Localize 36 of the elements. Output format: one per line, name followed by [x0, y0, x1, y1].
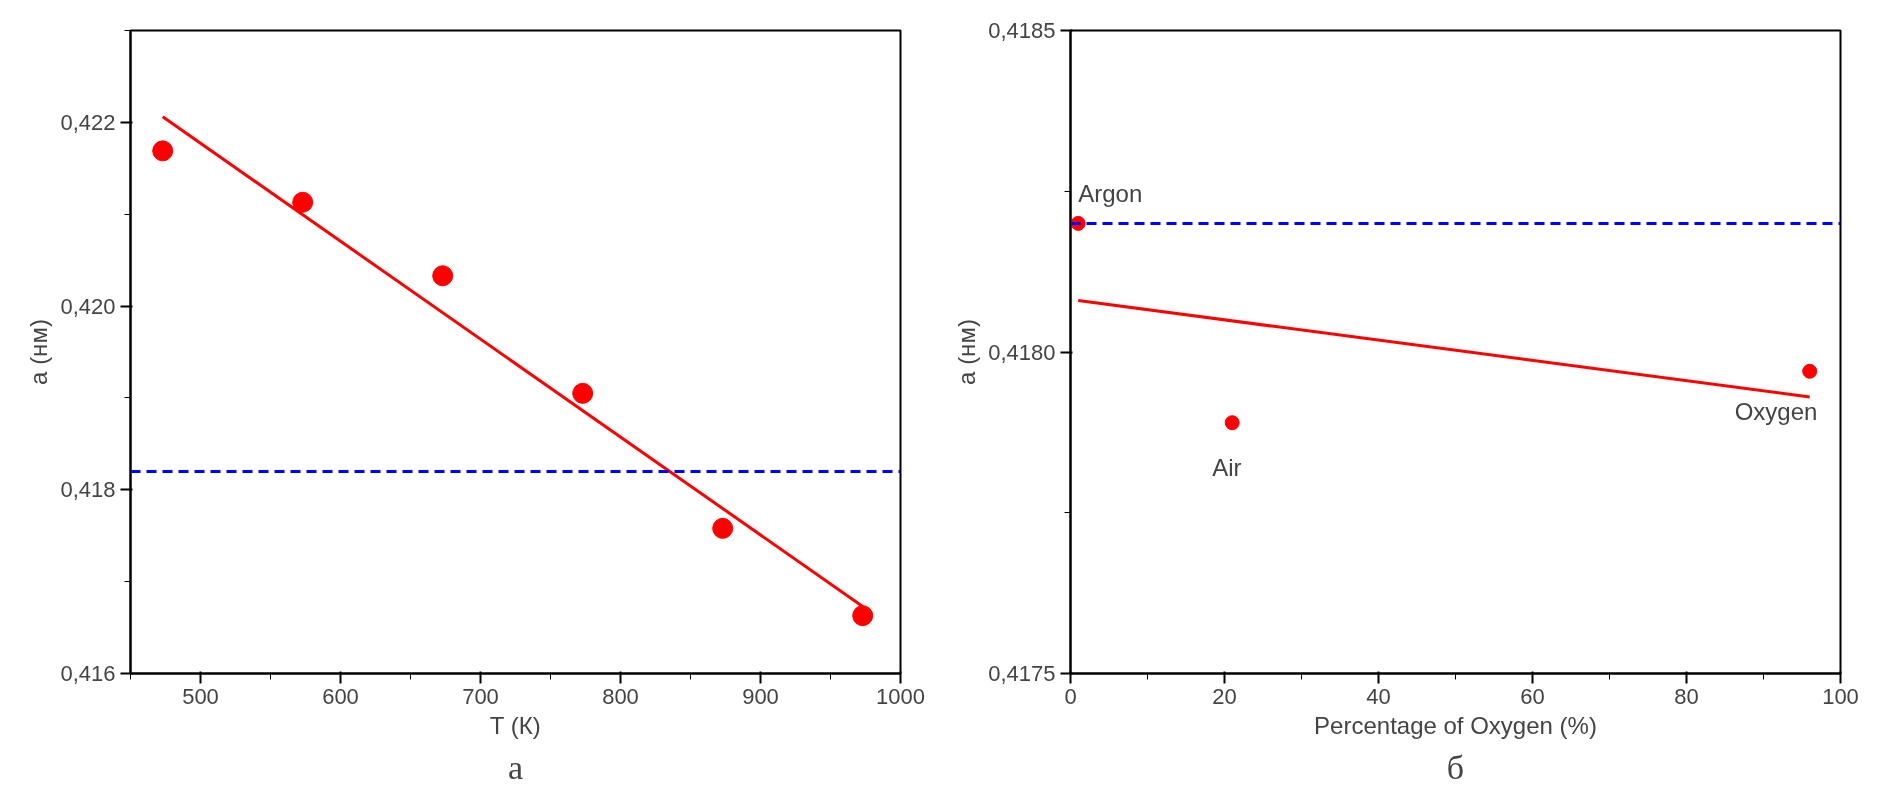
x-tick-label: 60 — [1520, 683, 1545, 709]
x-tick-label: 500 — [182, 683, 219, 709]
text: а — [507, 748, 524, 786]
point — [572, 382, 594, 404]
text: б — [1446, 748, 1465, 786]
y-tick-label: 0,416 — [60, 661, 116, 686]
point — [852, 605, 874, 627]
y-tick-label: 0,4180 — [988, 339, 1056, 365]
y-tick-label: 0,418 — [60, 477, 116, 503]
x-tick-label: 1000 — [876, 683, 925, 709]
y-axis-title: a (нм) — [953, 319, 981, 385]
x-tick-label: 700 — [462, 683, 499, 709]
point — [292, 191, 314, 213]
x-tick-label: 80 — [1674, 683, 1699, 709]
y-axis-title: a (нм) — [25, 319, 53, 385]
x-axis-title: Percentage of Oxygen (%) — [1314, 711, 1597, 739]
annotation: Oxygen — [1734, 397, 1818, 425]
y-tick-label: 0,4185 — [988, 18, 1056, 43]
x-axis-title: T (К) — [489, 711, 541, 739]
y-tick-label: 0,4175 — [988, 661, 1056, 686]
x-tick-label: 600 — [322, 683, 359, 709]
annotation: Argon — [1078, 179, 1143, 207]
annotation: Air — [1212, 454, 1242, 482]
y-tick-label: 0,420 — [60, 293, 116, 319]
point — [432, 265, 454, 287]
x-tick-label: 20 — [1212, 683, 1237, 709]
x-tick-label: 800 — [602, 683, 639, 709]
point — [152, 140, 174, 162]
point — [1802, 363, 1818, 379]
x-tick-label: 900 — [742, 683, 779, 709]
x-tick-label: 40 — [1366, 683, 1391, 709]
y-tick-label: 0,422 — [60, 109, 116, 135]
point — [712, 517, 734, 539]
x-tick-label: 100 — [1822, 683, 1859, 709]
point — [1224, 415, 1240, 431]
x-tick-label: 0 — [1064, 683, 1077, 709]
